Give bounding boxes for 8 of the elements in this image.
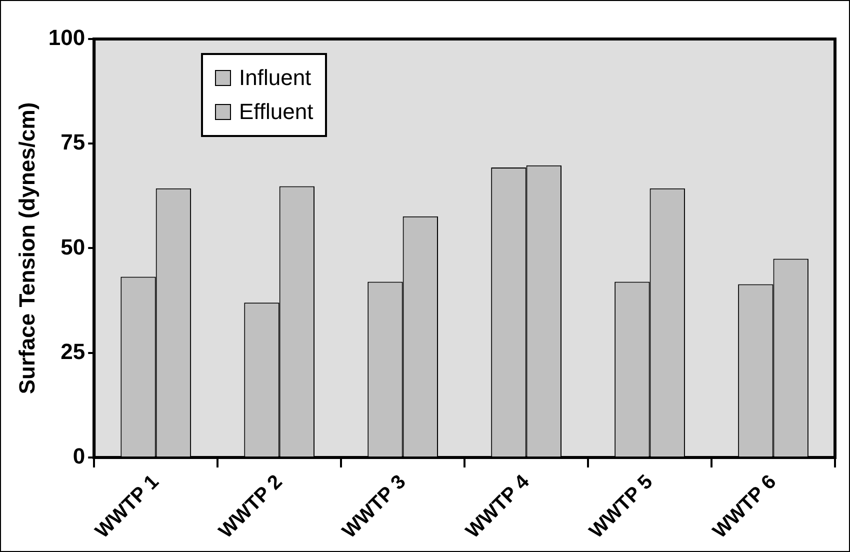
y-tick-label: 25 xyxy=(60,338,86,364)
y-tick-label: 75 xyxy=(60,130,86,155)
legend-label: Influent xyxy=(239,64,312,92)
y-tick-label: 100 xyxy=(48,25,86,50)
y-axis-title: Surface Tension (dynes/cm) xyxy=(14,102,40,394)
y-tick-label: 50 xyxy=(60,234,86,260)
y-tick-label: 0 xyxy=(72,444,86,469)
legend-label: Effluent xyxy=(239,98,314,126)
